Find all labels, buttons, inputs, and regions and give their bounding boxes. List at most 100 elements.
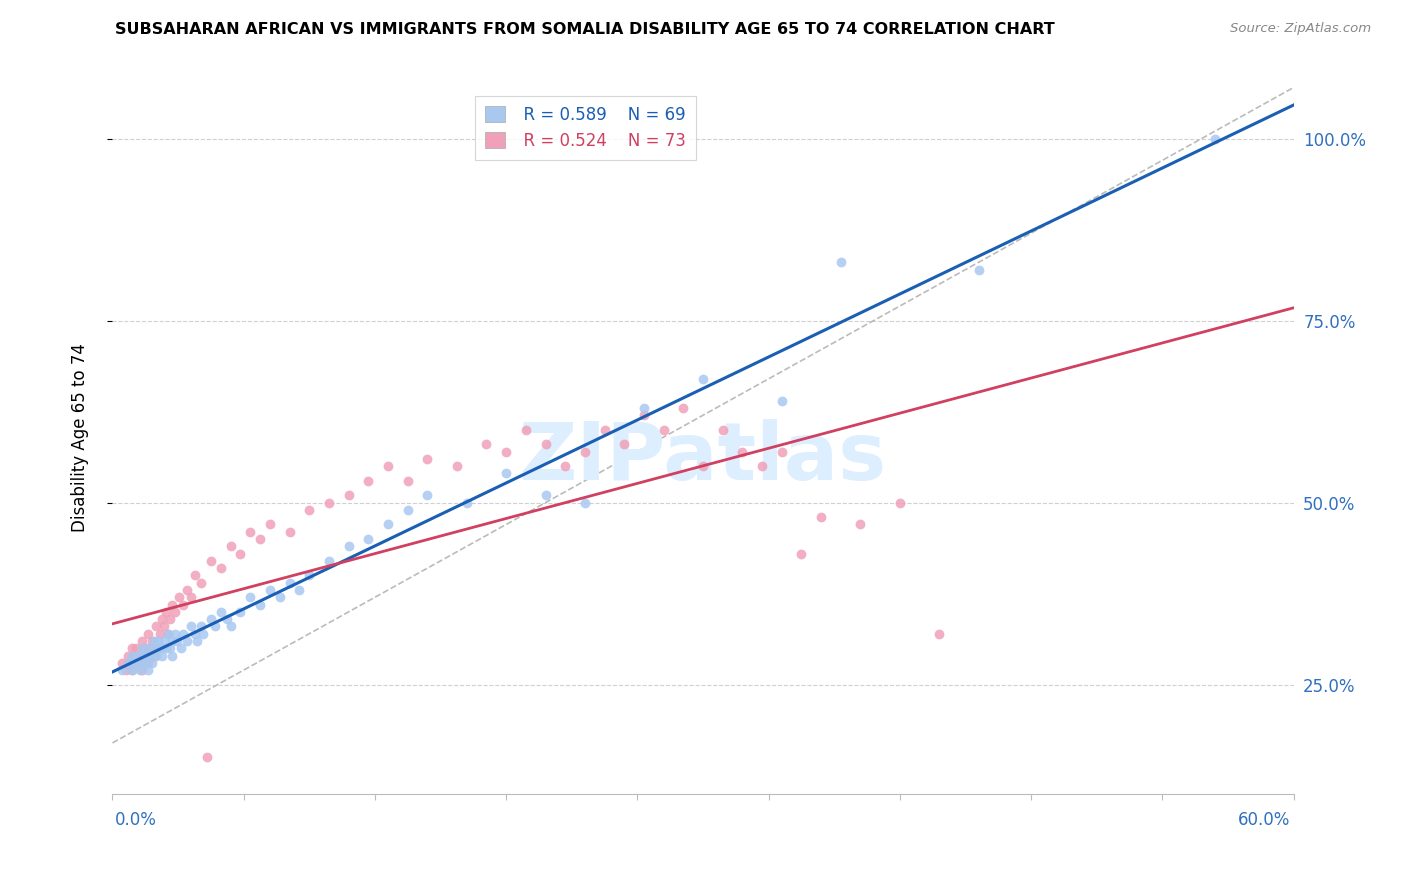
Point xyxy=(692,459,714,474)
Point xyxy=(142,648,165,663)
Point xyxy=(111,656,134,670)
Point xyxy=(633,401,655,415)
Point xyxy=(139,641,162,656)
Point xyxy=(298,568,321,582)
Point xyxy=(180,591,202,605)
Point xyxy=(155,605,177,619)
Point xyxy=(152,634,174,648)
Point xyxy=(129,663,152,677)
Point xyxy=(191,626,214,640)
Point xyxy=(613,437,636,451)
Point xyxy=(672,401,695,415)
Point xyxy=(239,591,262,605)
Point xyxy=(318,554,340,568)
Point xyxy=(135,656,157,670)
Point xyxy=(122,648,145,663)
Y-axis label: Disability Age 65 to 74: Disability Age 65 to 74 xyxy=(70,343,89,532)
Point xyxy=(186,634,208,648)
Point xyxy=(204,619,226,633)
Point xyxy=(132,641,155,656)
Point xyxy=(131,656,153,670)
Point xyxy=(149,626,172,640)
Point xyxy=(239,524,262,539)
Point xyxy=(278,524,301,539)
Point xyxy=(209,605,232,619)
Point xyxy=(215,612,238,626)
Point xyxy=(145,641,167,656)
Point xyxy=(131,663,153,677)
Point xyxy=(219,539,242,553)
Point xyxy=(534,437,557,451)
Point xyxy=(711,423,734,437)
Point xyxy=(152,619,174,633)
Point xyxy=(160,634,183,648)
Point xyxy=(145,619,167,633)
Point xyxy=(731,444,754,458)
Point xyxy=(127,648,149,663)
Point xyxy=(195,750,218,764)
Point xyxy=(150,641,173,656)
Point xyxy=(169,591,191,605)
Point xyxy=(633,409,655,423)
Point xyxy=(229,605,252,619)
Point xyxy=(127,656,149,670)
Point xyxy=(692,372,714,386)
Point xyxy=(111,663,134,677)
Point xyxy=(120,656,142,670)
Point xyxy=(172,598,194,612)
Point xyxy=(377,517,399,532)
Point xyxy=(136,656,159,670)
Point xyxy=(593,423,616,437)
Point xyxy=(141,656,163,670)
Point xyxy=(810,510,832,524)
Point xyxy=(928,626,950,640)
Point xyxy=(170,641,193,656)
Point xyxy=(165,605,187,619)
Point xyxy=(121,656,143,670)
Point xyxy=(146,634,169,648)
Text: 60.0%: 60.0% xyxy=(1239,811,1291,829)
Point xyxy=(149,641,172,656)
Point xyxy=(337,488,360,502)
Point xyxy=(117,648,139,663)
Point xyxy=(377,459,399,474)
Point xyxy=(456,495,478,509)
Point xyxy=(278,575,301,590)
Point xyxy=(141,648,163,663)
Point xyxy=(495,444,517,458)
Point xyxy=(416,488,439,502)
Point xyxy=(200,554,222,568)
Point xyxy=(416,451,439,466)
Point xyxy=(249,532,271,546)
Point xyxy=(219,619,242,633)
Point xyxy=(554,459,576,474)
Point xyxy=(751,459,773,474)
Point xyxy=(574,495,596,509)
Point xyxy=(125,656,148,670)
Point xyxy=(200,612,222,626)
Point xyxy=(967,262,990,277)
Point xyxy=(135,648,157,663)
Point xyxy=(515,423,537,437)
Point xyxy=(136,626,159,640)
Point xyxy=(534,488,557,502)
Point xyxy=(357,532,380,546)
Point xyxy=(159,641,181,656)
Point xyxy=(150,648,173,663)
Point xyxy=(156,626,179,640)
Point xyxy=(176,634,198,648)
Point xyxy=(115,663,138,677)
Point xyxy=(131,641,153,656)
Point xyxy=(132,648,155,663)
Point xyxy=(396,474,419,488)
Point xyxy=(176,582,198,597)
Point xyxy=(298,503,321,517)
Point xyxy=(121,663,143,677)
Point xyxy=(156,626,179,640)
Point xyxy=(337,539,360,553)
Point xyxy=(190,575,212,590)
Point xyxy=(131,634,153,648)
Point xyxy=(495,467,517,481)
Point xyxy=(136,663,159,677)
Point xyxy=(269,591,291,605)
